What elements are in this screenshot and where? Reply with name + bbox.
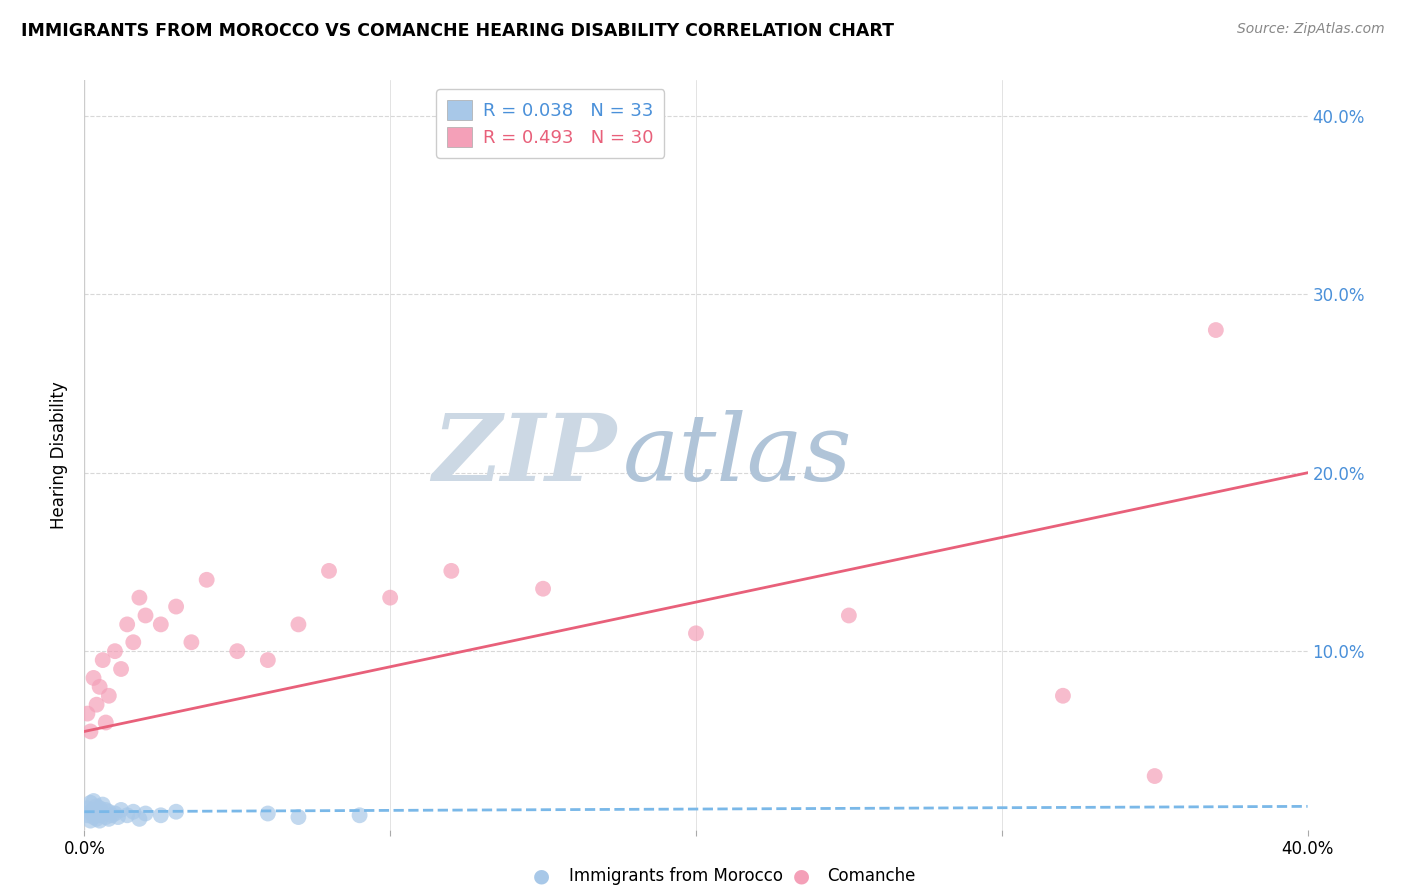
Point (104, 644, 127, 658)
Point (104, 806, 127, 821)
Point (149, 808, 172, 822)
Point (79, 805, 101, 819)
Point (101, 808, 124, 822)
Point (83, 803, 105, 817)
Point (79, 796, 101, 810)
Point (94, 803, 117, 817)
Point (685, 626, 707, 640)
Text: Comanche: Comanche (827, 867, 915, 885)
Point (83, 671, 105, 685)
Point (86, 799, 108, 814)
Point (122, 805, 145, 819)
Point (89, 680, 111, 694)
Text: atlas: atlas (623, 410, 852, 500)
Point (97, 689, 120, 703)
Point (165, 805, 187, 819)
Point (257, 653, 280, 667)
Point (79, 814, 101, 828)
Point (115, 808, 138, 822)
Point (110, 662, 132, 676)
Point (122, 635, 145, 649)
Point (165, 599, 187, 614)
Point (128, 812, 150, 826)
Text: IMMIGRANTS FROM MOROCCO VS COMANCHE HEARING DISABILITY CORRELATION CHART: IMMIGRANTS FROM MOROCCO VS COMANCHE HEAR… (21, 22, 894, 40)
Point (115, 617, 138, 632)
Y-axis label: Hearing Disability: Hearing Disability (51, 381, 69, 529)
Point (89, 808, 111, 822)
Point (91, 653, 114, 667)
Point (287, 810, 309, 824)
Point (1052, 689, 1074, 703)
Text: Source: ZipAtlas.com: Source: ZipAtlas.com (1237, 22, 1385, 37)
Point (76, 801, 98, 815)
Point (83, 810, 105, 824)
Point (86, 698, 108, 712)
Point (86, 806, 108, 821)
Point (287, 617, 309, 632)
Point (128, 591, 150, 605)
Point (97, 812, 120, 826)
Point (257, 806, 280, 821)
Point (180, 635, 202, 649)
Point (380, 591, 402, 605)
Point (89, 814, 111, 828)
Point (440, 564, 463, 578)
Point (94, 715, 117, 730)
Point (531, 582, 554, 596)
Point (107, 810, 129, 824)
Text: ●: ● (793, 866, 810, 886)
Point (97, 805, 120, 819)
Point (226, 644, 249, 658)
Point (318, 564, 340, 578)
Point (86, 812, 108, 826)
Text: ●: ● (533, 866, 550, 886)
Point (83, 794, 105, 808)
Point (94, 810, 117, 824)
Point (110, 803, 132, 817)
Point (195, 573, 218, 587)
Point (1143, 769, 1166, 783)
Text: ZIP: ZIP (432, 410, 616, 500)
Point (135, 608, 157, 623)
Point (76, 706, 98, 721)
Point (89, 801, 111, 815)
Point (91, 797, 114, 812)
Point (149, 617, 172, 632)
Point (79, 724, 101, 739)
Point (349, 808, 371, 822)
Point (838, 608, 860, 623)
Point (76, 808, 98, 822)
Legend: R = 0.038   N = 33, R = 0.493   N = 30: R = 0.038 N = 33, R = 0.493 N = 30 (436, 89, 664, 158)
Point (1205, 323, 1227, 337)
Point (91, 806, 114, 821)
Point (135, 806, 157, 821)
Text: Immigrants from Morocco: Immigrants from Morocco (569, 867, 783, 885)
